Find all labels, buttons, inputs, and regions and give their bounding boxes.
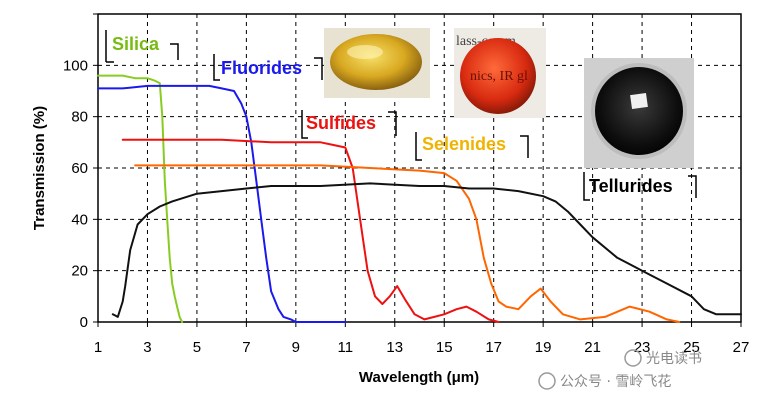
y-axis-ticks: 0 20 40 60 80 100 [63, 13, 98, 331]
label-fluorides-text: Fluorides [221, 58, 302, 78]
x-tick-label: 11 [338, 339, 354, 356]
y-tick-label: 0 [80, 314, 88, 331]
series-line-silica [97, 74, 184, 323]
series-line-sulfides [121, 138, 500, 323]
x-tick-label: 17 [485, 339, 502, 356]
y-tick-label: 80 [71, 109, 88, 126]
label-silica: Silica [105, 30, 179, 63]
label-silica-text: Silica [112, 34, 160, 54]
series-line-tellurides [111, 182, 742, 318]
watermark-line2: 公众号 · 雪岭飞花 [560, 374, 671, 390]
x-tick-label: 3 [143, 339, 151, 356]
x-tick-label: 19 [535, 339, 552, 356]
series-line-selenides [134, 164, 681, 323]
label-sulfides: Sulfides [301, 110, 397, 139]
y-tick-label: 100 [63, 57, 88, 74]
label-selenides-text: Selenides [422, 134, 506, 154]
watermark-line1: 光电读书 [646, 350, 702, 367]
y-tick-label: 20 [71, 263, 88, 280]
photo-text-mid: nics, IR gl [470, 69, 528, 84]
fluoride-lens-photo [324, 28, 430, 98]
x-tick-label: 1 [94, 339, 102, 356]
sulfide-glass-photo: lass-ceram nics, IR gl [454, 28, 546, 118]
x-tick-label: 25 [683, 339, 700, 356]
y-axis-title: Transmission (%) [31, 106, 48, 230]
watermark: 光电读书 公众号 · 雪岭飞花 [538, 349, 702, 390]
series-line-fluorides [97, 84, 347, 323]
telluride-disk-photo [584, 58, 694, 168]
x-tick-label: 15 [436, 339, 453, 356]
series-lines [97, 74, 742, 323]
label-sulfides-text: Sulfides [306, 113, 376, 133]
x-tick-label: 7 [242, 339, 250, 356]
y-tick-label: 60 [71, 160, 88, 177]
y-tick-label: 40 [71, 211, 88, 228]
x-tick-label: 13 [386, 339, 403, 356]
x-tick-label: 21 [584, 339, 601, 356]
label-tellurides-text: Tellurides [589, 176, 673, 196]
x-tick-label: 5 [193, 339, 201, 356]
x-axis-ticks: 1 3 5 7 9 11 13 15 17 19 21 23 25 27 [94, 322, 750, 356]
x-tick-label: 9 [292, 339, 300, 356]
label-selenides: Selenides [415, 132, 529, 161]
x-tick-label: 27 [733, 339, 750, 356]
label-tellurides: Tellurides [583, 172, 697, 201]
x-axis-title: Wavelength (μm) [359, 369, 479, 386]
label-fluorides: Fluorides [213, 54, 323, 81]
